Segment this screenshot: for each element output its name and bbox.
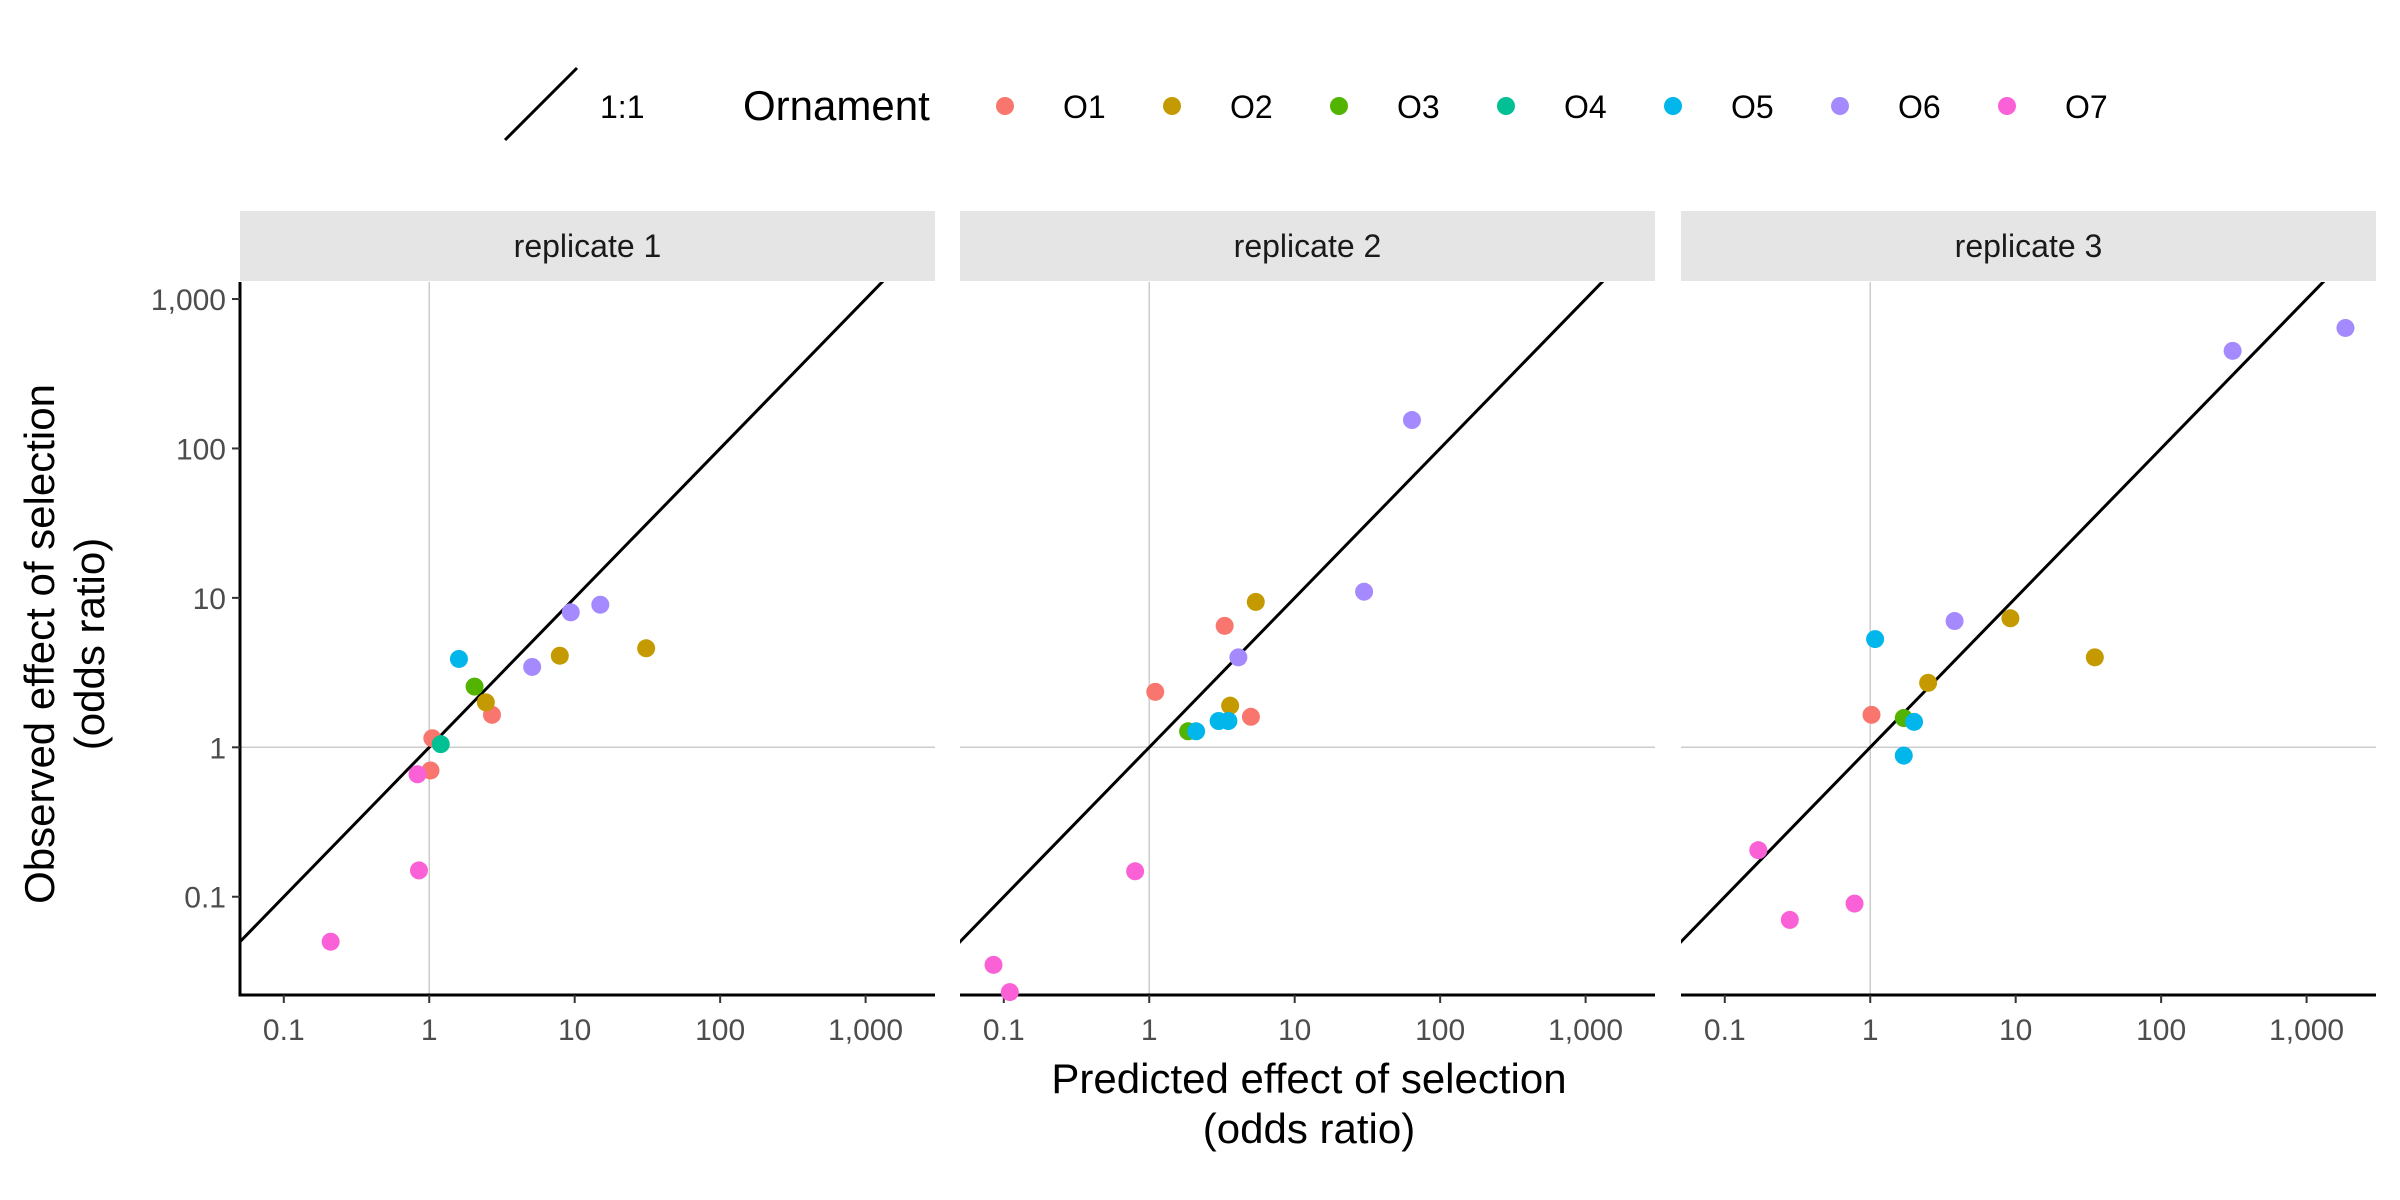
data-point-o7 xyxy=(1749,841,1768,860)
data-point-o7 xyxy=(1780,910,1799,929)
legend-key-o5 xyxy=(1664,97,1682,115)
data-point-o3 xyxy=(465,677,484,696)
panel-replicate-1: replicate 1 0.1 1 10 100 1,000 0.1 1 10 100 1,000 xyxy=(151,211,935,1047)
legend-key-o4 xyxy=(1497,97,1515,115)
legend-label-o6: O6 xyxy=(1898,89,1941,125)
data-point-o2 xyxy=(1246,592,1265,611)
legend-label-o3: O3 xyxy=(1397,89,1440,125)
panel-replicate-2: replicate 2 0.1 1 10 100 1,000 xyxy=(960,211,1655,1047)
x-tick-label: 100 xyxy=(695,1014,745,1047)
data-point-o4 xyxy=(431,735,450,754)
data-point-o2 xyxy=(476,693,495,712)
y-axis-title: Observed effect of selection (odds ratio… xyxy=(16,384,113,904)
data-point-o7 xyxy=(321,932,340,951)
x-tick-label: 10 xyxy=(1999,1014,2032,1047)
x-tick-label: 1 xyxy=(1141,1014,1158,1047)
data-point-o7 xyxy=(408,765,427,784)
legend-key-o7 xyxy=(1998,97,2016,115)
data-point-o6 xyxy=(1229,648,1248,667)
x-axis-title-line-1: Predicted effect of selection xyxy=(1051,1055,1566,1102)
x-tick-label: 0.1 xyxy=(983,1014,1025,1047)
legend-key-o6 xyxy=(1831,97,1849,115)
y-tick-label: 1,000 xyxy=(151,284,226,317)
legend-identity-label: 1:1 xyxy=(600,89,644,125)
data-point-o2 xyxy=(637,639,656,658)
identity-line xyxy=(240,282,885,944)
x-tick-label: 10 xyxy=(1278,1014,1311,1047)
data-point-o7 xyxy=(984,955,1003,974)
legend-identity-line xyxy=(503,66,579,142)
x-tick-label: 1,000 xyxy=(828,1014,903,1047)
data-point-o1 xyxy=(1241,707,1260,726)
x-tick-label: 1 xyxy=(421,1014,438,1047)
panel-replicate-3: replicate 3 0.1 1 10 100 1,000 xyxy=(1681,211,2376,1047)
y-tick-label: 1 xyxy=(209,732,226,765)
data-point-o6 xyxy=(1402,411,1421,430)
data-point-o2 xyxy=(2085,648,2104,667)
legend-label-o5: O5 xyxy=(1731,89,1774,125)
x-tick-label: 100 xyxy=(1415,1014,1465,1047)
legend-key-o1 xyxy=(996,97,1014,115)
y-tick-label: 10 xyxy=(193,583,226,616)
x-tick-label: 10 xyxy=(558,1014,591,1047)
data-point-o6 xyxy=(2223,341,2242,360)
x-tick-label: 1,000 xyxy=(2269,1014,2344,1047)
x-tick-label: 0.1 xyxy=(263,1014,305,1047)
x-tick-label: 1,000 xyxy=(1548,1014,1623,1047)
data-point-o1 xyxy=(1146,682,1165,701)
data-point-o2 xyxy=(1221,696,1240,715)
legend-label-o2: O2 xyxy=(1230,89,1273,125)
facet-strip-label: replicate 1 xyxy=(514,228,662,264)
legend-label-o1: O1 xyxy=(1063,89,1106,125)
y-axis-title-line-1: Observed effect of selection xyxy=(16,384,63,904)
x-tick-label: 100 xyxy=(2136,1014,2186,1047)
legend: 1:1 Ornament O1 O2 O3 O4 O5 O6 O7 xyxy=(503,66,2108,142)
data-point-o6 xyxy=(2336,318,2355,337)
data-point-o7 xyxy=(1845,894,1864,913)
y-axis-title-line-2: (odds ratio) xyxy=(66,538,113,750)
data-point-o6 xyxy=(523,657,542,676)
facet-strip xyxy=(960,211,1655,281)
legend-title: Ornament xyxy=(743,82,930,129)
data-point-o1 xyxy=(1215,616,1234,635)
data-point-o7 xyxy=(409,861,428,880)
legend-key-o3 xyxy=(1330,97,1348,115)
x-tick-label: 0.1 xyxy=(1704,1014,1746,1047)
data-point-o2 xyxy=(550,646,569,665)
facet-strip xyxy=(1681,211,2376,281)
x-tick-label: 1 xyxy=(1862,1014,1879,1047)
data-point-o6 xyxy=(561,603,580,622)
facet-strip-label: replicate 2 xyxy=(1234,228,1382,264)
y-tick-label: 0.1 xyxy=(184,882,226,915)
data-point-o5 xyxy=(449,649,468,668)
legend-label-o7: O7 xyxy=(2065,89,2108,125)
data-point-o6 xyxy=(591,595,610,614)
data-point-o5 xyxy=(1894,746,1913,765)
data-point-o2 xyxy=(1919,673,1938,692)
data-point-o2 xyxy=(2001,609,2020,628)
facet-strip xyxy=(240,211,935,281)
facet-panels: replicate 10.1 1 10 100 1,0000.11101001,000r… xyxy=(151,211,2376,1047)
legend-key-o2 xyxy=(1163,97,1181,115)
data-point-o5 xyxy=(1219,711,1238,730)
identity-line xyxy=(960,282,1605,944)
data-point-o5 xyxy=(1187,722,1206,741)
facet-strip-label: replicate 3 xyxy=(1955,228,2103,264)
data-point-o1 xyxy=(1862,705,1881,724)
data-point-o5 xyxy=(1905,712,1924,731)
data-point-o7 xyxy=(1000,983,1019,1002)
identity-line xyxy=(1681,282,2326,944)
x-axis-title-line-2: (odds ratio) xyxy=(1203,1105,1415,1152)
legend-label-o4: O4 xyxy=(1564,89,1607,125)
data-point-o5 xyxy=(1866,630,1885,649)
data-point-o6 xyxy=(1945,612,1964,631)
y-tick-label: 100 xyxy=(176,433,226,466)
data-point-o6 xyxy=(1355,582,1374,601)
data-point-o7 xyxy=(1126,862,1145,881)
